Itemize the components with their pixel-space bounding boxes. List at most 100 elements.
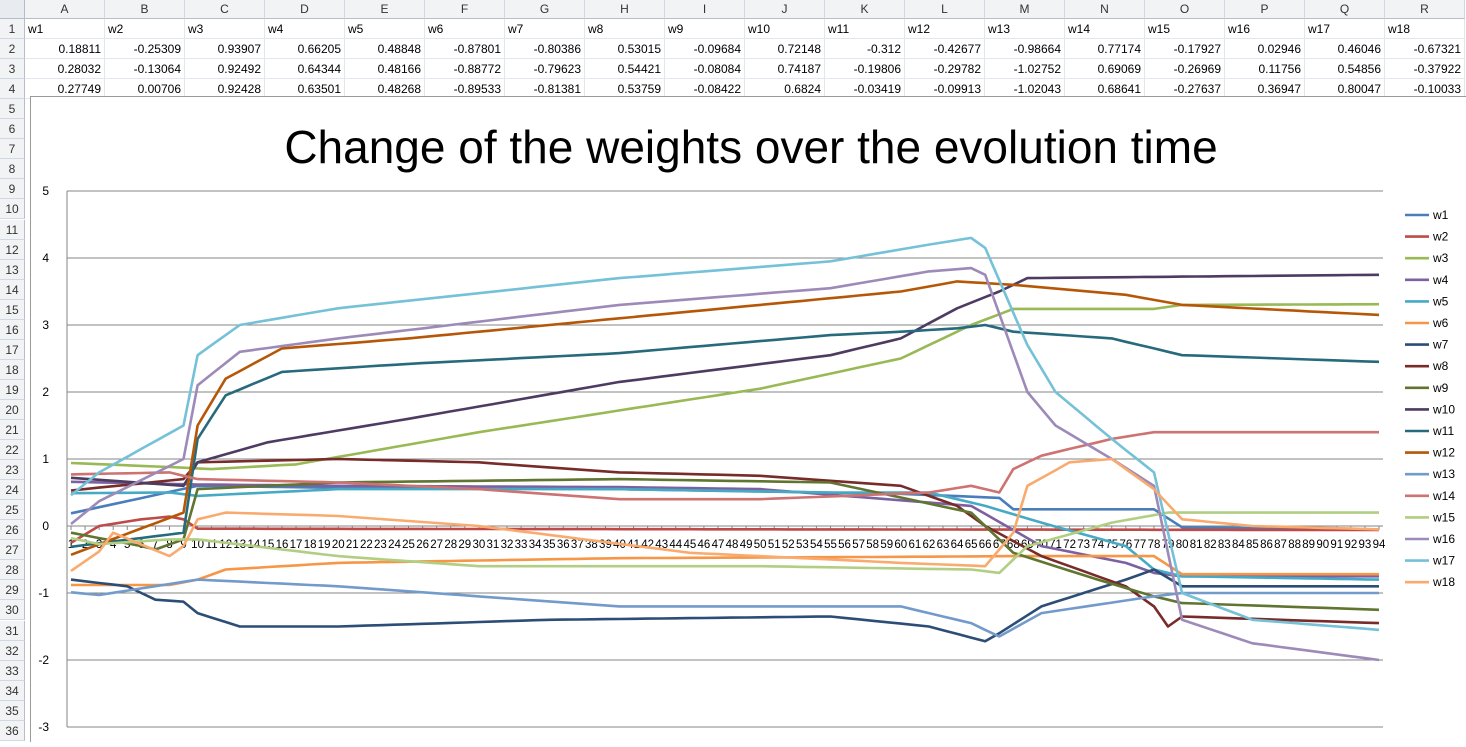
row-header-12[interactable]: 12 [0,239,25,260]
column-header-O[interactable]: O [1145,0,1225,19]
row-header-8[interactable]: 8 [0,159,25,180]
cell-value[interactable]: 0.92492 [185,59,265,80]
cell-value[interactable]: 0.54421 [585,59,665,80]
row-header-29[interactable]: 29 [0,580,25,601]
row-header-21[interactable]: 21 [0,420,25,441]
cell-value[interactable]: -0.80386 [505,39,585,60]
column-header-F[interactable]: F [425,0,505,19]
cell-value[interactable]: -0.312 [825,39,905,60]
cell-header[interactable]: w4 [265,19,345,40]
row-header-2[interactable]: 2 [0,39,25,60]
cell-header[interactable]: w3 [185,19,265,40]
cell-value[interactable]: -0.79623 [505,59,585,80]
cell-header[interactable]: w14 [1065,19,1145,40]
column-header-N[interactable]: N [1065,0,1145,19]
column-header-J[interactable]: J [745,0,825,19]
cell-value[interactable]: -0.26969 [1145,59,1225,80]
row-header-13[interactable]: 13 [0,259,25,280]
row-header-28[interactable]: 28 [0,560,25,581]
cell-header[interactable]: w1 [25,19,105,40]
cell-value[interactable]: 0.48166 [345,59,425,80]
row-header-7[interactable]: 7 [0,139,25,160]
column-header-B[interactable]: B [105,0,185,19]
cell-value[interactable]: -0.98664 [985,39,1065,60]
cell-header[interactable]: w8 [585,19,665,40]
row-header-16[interactable]: 16 [0,319,25,340]
column-header-Q[interactable]: Q [1305,0,1385,19]
row-header-20[interactable]: 20 [0,399,25,420]
row-header-32[interactable]: 32 [0,640,25,661]
row-header-33[interactable]: 33 [0,660,25,681]
cell-value[interactable]: -0.67321 [1385,39,1465,60]
row-header-11[interactable]: 11 [0,219,25,240]
cell-header[interactable]: w15 [1145,19,1225,40]
row-header-15[interactable]: 15 [0,299,25,320]
cell-header[interactable]: w16 [1225,19,1305,40]
cell-header[interactable]: w5 [345,19,425,40]
row-header-26[interactable]: 26 [0,520,25,541]
row-header-24[interactable]: 24 [0,480,25,501]
cell-value[interactable]: 0.64344 [265,59,345,80]
column-header-C[interactable]: C [185,0,265,19]
cell-value[interactable]: -0.29782 [905,59,985,80]
column-header-M[interactable]: M [985,0,1065,19]
cell-value[interactable]: -0.08084 [665,59,745,80]
cell-header[interactable]: w2 [105,19,185,40]
cell-value[interactable]: 0.46046 [1305,39,1385,60]
row-header-34[interactable]: 34 [0,680,25,701]
cell-value[interactable]: -0.13064 [105,59,185,80]
column-header-R[interactable]: R [1385,0,1465,19]
cell-header[interactable]: w13 [985,19,1065,40]
column-header-H[interactable]: H [585,0,665,19]
column-header-L[interactable]: L [905,0,985,19]
cell-value[interactable]: -0.25309 [105,39,185,60]
row-header-35[interactable]: 35 [0,700,25,721]
cell-value[interactable]: 0.72148 [745,39,825,60]
row-header-36[interactable]: 36 [0,720,25,741]
row-header-25[interactable]: 25 [0,500,25,521]
row-header-14[interactable]: 14 [0,279,25,300]
row-header-22[interactable]: 22 [0,440,25,461]
row-header-1[interactable]: 1 [0,19,25,40]
row-header-23[interactable]: 23 [0,460,25,481]
row-header-27[interactable]: 27 [0,540,25,561]
cell-value[interactable]: -0.88772 [425,59,505,80]
column-header-E[interactable]: E [345,0,425,19]
cell-value[interactable]: -0.87801 [425,39,505,60]
cell-value[interactable]: -1.02752 [985,59,1065,80]
row-header-5[interactable]: 5 [0,99,25,120]
row-header-30[interactable]: 30 [0,600,25,621]
row-header-3[interactable]: 3 [0,59,25,80]
column-header-I[interactable]: I [665,0,745,19]
row-header-4[interactable]: 4 [0,79,25,100]
cell-header[interactable]: w17 [1305,19,1385,40]
column-header-D[interactable]: D [265,0,345,19]
cell-value[interactable]: 0.54856 [1305,59,1385,80]
row-header-9[interactable]: 9 [0,179,25,200]
row-header-18[interactable]: 18 [0,359,25,380]
cell-value[interactable]: 0.02946 [1225,39,1305,60]
column-header-G[interactable]: G [505,0,585,19]
cell-value[interactable]: -0.17927 [1145,39,1225,60]
cell-header[interactable]: w11 [825,19,905,40]
select-all-corner[interactable] [0,0,25,19]
cell-value[interactable]: 0.48848 [345,39,425,60]
cell-value[interactable]: 0.74187 [745,59,825,80]
column-header-K[interactable]: K [825,0,905,19]
cell-header[interactable]: w12 [905,19,985,40]
cell-value[interactable]: -0.37922 [1385,59,1465,80]
cell-value[interactable]: -0.19806 [825,59,905,80]
line-chart[interactable]: Change of the weights over the evolution… [30,96,1466,742]
cell-value[interactable]: 0.69069 [1065,59,1145,80]
cell-value[interactable]: 0.77174 [1065,39,1145,60]
row-header-19[interactable]: 19 [0,379,25,400]
cell-value[interactable]: 0.28032 [25,59,105,80]
cell-value[interactable]: 0.11756 [1225,59,1305,80]
cell-value[interactable]: -0.42677 [905,39,985,60]
cell-value[interactable]: 0.93907 [185,39,265,60]
cell-value[interactable]: -0.09684 [665,39,745,60]
cell-header[interactable]: w10 [745,19,825,40]
column-header-A[interactable]: A [25,0,105,19]
cell-header[interactable]: w7 [505,19,585,40]
